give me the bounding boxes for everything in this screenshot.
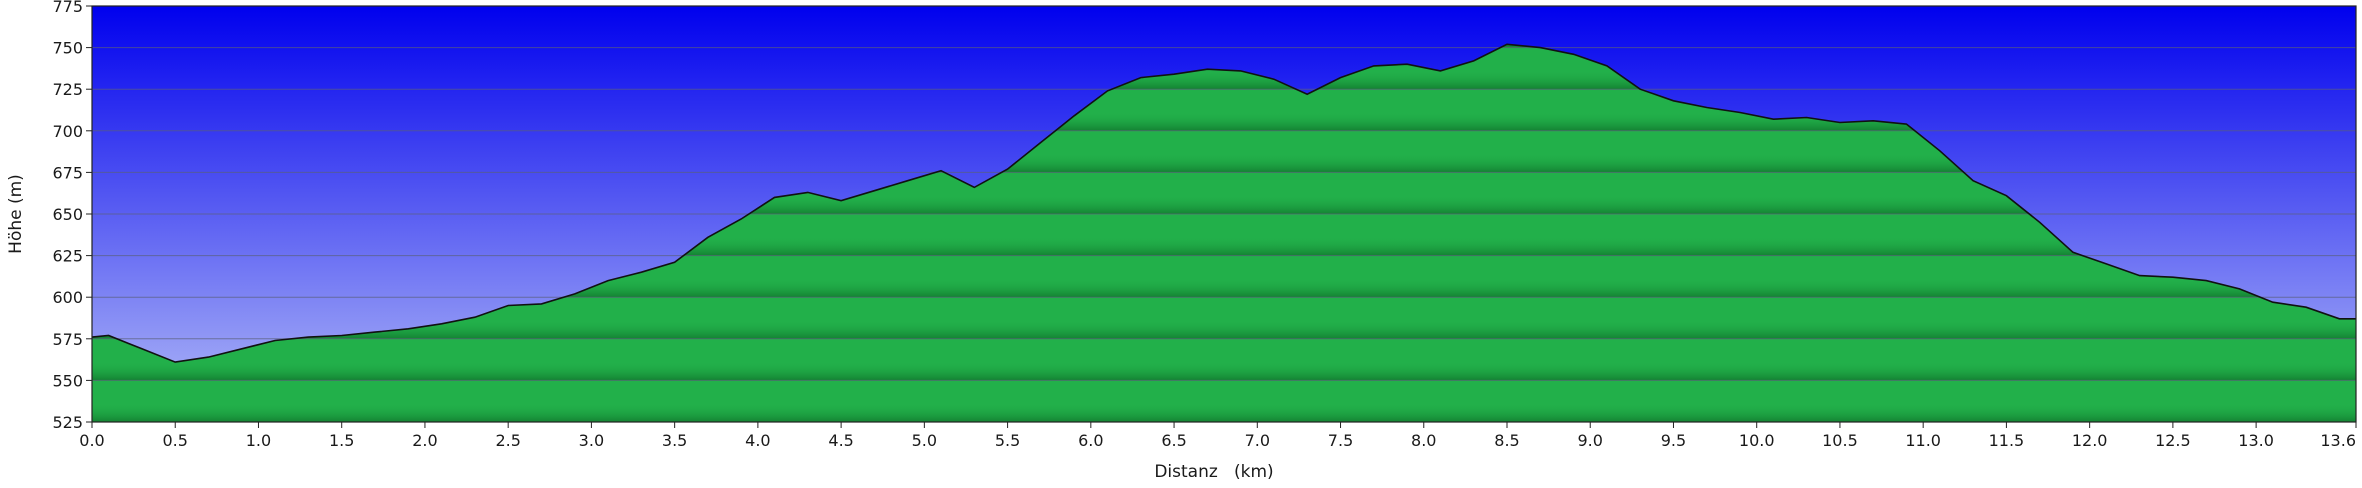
x-tick-label: 8.5 bbox=[1494, 431, 1519, 450]
x-tick-label: 12.5 bbox=[2155, 431, 2191, 450]
x-tick-label: 10.0 bbox=[1739, 431, 1775, 450]
x-tick-label: 3.5 bbox=[662, 431, 687, 450]
x-tick-label: 12.0 bbox=[2072, 431, 2108, 450]
x-tick-label: 4.5 bbox=[828, 431, 853, 450]
x-tick-label: 5.5 bbox=[995, 431, 1020, 450]
x-tick-label: 11.5 bbox=[1989, 431, 2025, 450]
y-tick-label: 525 bbox=[52, 413, 83, 432]
gridlines bbox=[92, 47, 2356, 381]
x-tick-label: 3.0 bbox=[579, 431, 604, 450]
area-shading-band bbox=[92, 338, 2356, 381]
elevation-line bbox=[91, 43, 2356, 363]
x-tick-label: 9.0 bbox=[1578, 431, 1603, 450]
x-tick-label: 5.0 bbox=[912, 431, 937, 450]
x-tick-label: 9.5 bbox=[1661, 431, 1686, 450]
y-axis: 525 550 575 600 625 650 675 700 725 750 775 bbox=[52, 0, 92, 432]
area-shading-band bbox=[92, 380, 2356, 422]
x-tick-label: 6.5 bbox=[1161, 431, 1186, 450]
x-tick-label: 6.0 bbox=[1078, 431, 1103, 450]
x-tick-label: 13.6 bbox=[2320, 431, 2356, 450]
x-tick-label: 4.0 bbox=[745, 431, 770, 450]
x-axis: 0.0 0.5 1.0 1.5 2.0 2.5 3.0 3.5 4.0 4.5 5.0 5.5 6.0 6… bbox=[79, 422, 2357, 450]
y-tick-label: 750 bbox=[52, 39, 83, 58]
x-tick-label: 2.5 bbox=[495, 431, 520, 450]
y-tick-label: 775 bbox=[52, 0, 83, 16]
y-tick-label: 725 bbox=[52, 80, 83, 99]
x-tick-label: 11.0 bbox=[1905, 431, 1941, 450]
y-axis-title: Höhe (m) bbox=[6, 174, 26, 254]
x-tick-label: 1.5 bbox=[329, 431, 354, 450]
y-tick-label: 550 bbox=[52, 371, 83, 390]
y-tick-label: 575 bbox=[52, 330, 83, 349]
y-tick-label: 650 bbox=[52, 205, 83, 224]
y-tick-label: 700 bbox=[52, 122, 83, 141]
x-tick-label: 13.0 bbox=[2238, 431, 2274, 450]
x-tick-label: 1.0 bbox=[246, 431, 271, 450]
x-tick-label: 7.5 bbox=[1328, 431, 1353, 450]
x-axis-title: Distanz (km) bbox=[1154, 462, 1273, 482]
y-tick-label: 625 bbox=[52, 247, 83, 266]
x-tick-label: 7.0 bbox=[1245, 431, 1270, 450]
x-tick-label: 2.0 bbox=[412, 431, 437, 450]
x-tick-label: 8.0 bbox=[1411, 431, 1436, 450]
y-tick-label: 600 bbox=[52, 288, 83, 307]
x-tick-label: 0.0 bbox=[79, 431, 104, 450]
x-tick-label: 10.5 bbox=[1822, 431, 1858, 450]
x-tick-label: 0.5 bbox=[163, 431, 188, 450]
y-tick-label: 675 bbox=[52, 163, 83, 182]
